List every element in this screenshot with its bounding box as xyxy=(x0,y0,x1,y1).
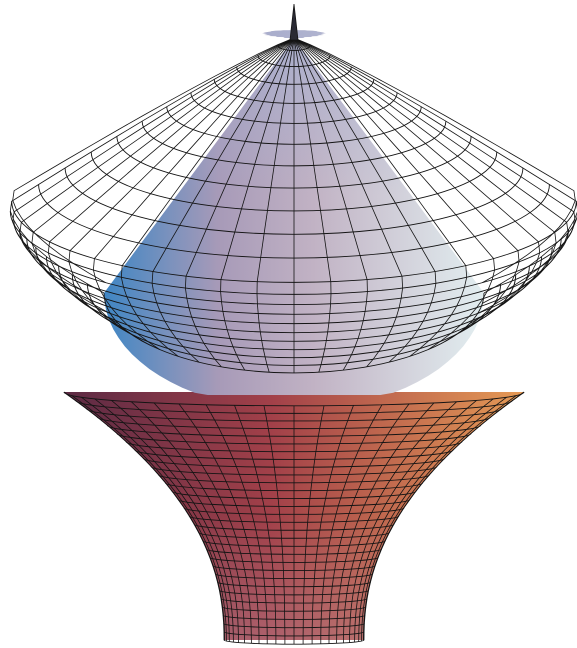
cap-meridian xyxy=(293,37,569,315)
cap-meridian xyxy=(19,37,295,315)
cap-spike xyxy=(289,3,299,41)
stem-meridian xyxy=(349,400,477,643)
spike-tip xyxy=(289,3,299,41)
cap-meridian xyxy=(293,37,496,350)
cap-meridian xyxy=(293,37,576,304)
cap-meridian xyxy=(293,37,332,373)
cap-meridian xyxy=(47,37,295,334)
stem-surface xyxy=(63,391,525,645)
stem-meridian xyxy=(354,398,494,643)
stem-meridian xyxy=(234,405,277,645)
cap-meridian xyxy=(220,37,295,371)
cap-meridian xyxy=(151,37,295,363)
stem-meridian xyxy=(311,405,354,645)
cap-meridian xyxy=(293,37,520,342)
cap-meridian xyxy=(256,37,295,373)
cap-meridian xyxy=(293,37,541,334)
cap-meridian xyxy=(293,37,576,283)
cap-meridian xyxy=(293,37,557,324)
cap-meridian xyxy=(120,37,295,357)
cap-meridian xyxy=(9,37,295,294)
stem-meridian xyxy=(363,393,523,641)
stem-meridian xyxy=(205,404,268,644)
stem-meridian xyxy=(302,405,325,645)
cap-meridian xyxy=(92,37,295,350)
stem-meridian xyxy=(81,396,230,642)
cap-meridian xyxy=(68,37,295,342)
stem-meridian xyxy=(361,395,517,642)
stem-meridian xyxy=(153,402,252,644)
stem-meridian xyxy=(131,401,245,644)
stem-meridian xyxy=(94,398,234,643)
cap-meridian xyxy=(12,37,295,283)
cap-surface xyxy=(9,30,577,395)
cap-meridian xyxy=(293,37,437,363)
cap-meridian xyxy=(12,37,295,304)
stem-meridian xyxy=(111,400,239,643)
stem-meridian xyxy=(343,401,457,644)
cap-meridian xyxy=(293,37,368,371)
cap-meridian xyxy=(184,37,295,368)
stem-meridian xyxy=(320,404,383,644)
stem-meridian xyxy=(63,391,225,641)
stem-meridian xyxy=(178,403,260,644)
stem-meridian xyxy=(336,402,435,644)
stem-meridian xyxy=(358,396,507,642)
stem-meridian xyxy=(328,403,410,644)
stem-meridian xyxy=(263,405,286,645)
cap-meridian xyxy=(293,37,404,368)
cap-meridian xyxy=(31,37,295,324)
cap-meridian xyxy=(293,37,468,357)
stem-meridian xyxy=(71,395,227,642)
